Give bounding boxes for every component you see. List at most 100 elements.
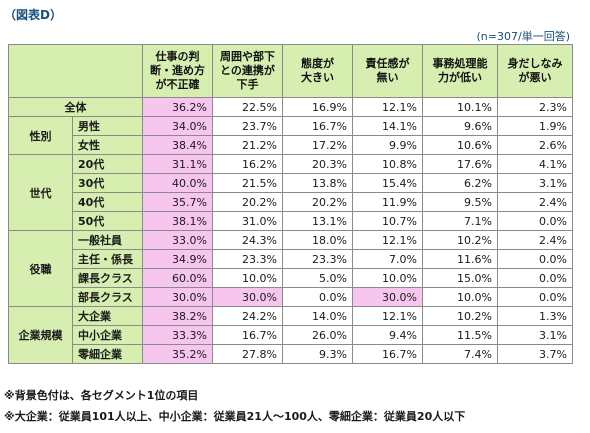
value-cell: 1.9% xyxy=(497,116,573,136)
column-header-line: 責任感が xyxy=(365,57,410,71)
value-cell: 4.1% xyxy=(497,154,573,174)
table-row: 主任・係長 34.9% 23.3% 23.3% 7.0% 11.6% 0.0% xyxy=(9,249,573,269)
column-header-line: 下手 xyxy=(236,77,259,91)
value-cell: 20.2% xyxy=(282,192,353,212)
footnote: ※大企業：従業員101人以上、中小企業：従業員21人～100人、零細企業：従業員… xyxy=(4,410,466,423)
value-cell: 12.1% xyxy=(352,97,423,117)
table-row: 50代 38.1% 31.0% 13.1% 10.7% 7.1% 0.0% xyxy=(9,211,573,231)
value-cell: 14.0% xyxy=(282,306,353,326)
value-cell: 24.2% xyxy=(212,306,283,326)
value-cell: 10.2% xyxy=(422,306,498,326)
value-cell: 22.5% xyxy=(212,97,283,117)
value-cell: 10.0% xyxy=(212,268,283,288)
column-header-line: 周囲や部下 xyxy=(220,50,275,64)
value-cell: 9.4% xyxy=(352,325,423,345)
value-cell: 33.0% xyxy=(142,230,213,250)
value-cell: 33.3% xyxy=(142,325,213,345)
value-cell: 12.1% xyxy=(352,306,423,326)
value-cell: 10.2% xyxy=(422,230,498,250)
value-cell: 20.3% xyxy=(282,154,353,174)
table-row: 40代 35.7% 20.2% 20.2% 11.9% 9.5% 2.4% xyxy=(9,192,573,212)
column-header-line: 大きい xyxy=(301,71,334,84)
value-cell: 21.2% xyxy=(212,135,283,155)
value-cell: 35.7% xyxy=(142,192,213,212)
value-cell: 13.1% xyxy=(282,211,353,231)
value-cell: 31.0% xyxy=(212,211,283,231)
value-cell: 9.3% xyxy=(282,344,353,364)
segment-label: 40代 xyxy=(72,192,143,212)
column-header-line: 無い xyxy=(376,71,399,84)
value-cell: 60.0% xyxy=(142,268,213,288)
survey-table: 仕事の判 断・進め方 が不正確 周囲や部下 との連携が 下手 態度が 大きい 責任感が 無い… xyxy=(8,44,573,364)
segment-label: 課長クラス xyxy=(72,268,143,288)
value-cell: 10.1% xyxy=(422,97,498,117)
table-row: 中小企業 33.3% 16.7% 26.0% 9.4% 11.5% 3.1% xyxy=(9,325,573,345)
header-corner xyxy=(8,44,143,98)
value-cell: 20.2% xyxy=(212,192,283,212)
value-cell: 34.0% xyxy=(142,116,213,136)
value-cell: 9.6% xyxy=(422,116,498,136)
value-cell: 3.7% xyxy=(497,344,573,364)
segment-label: 大企業 xyxy=(72,306,143,326)
value-cell: 17.2% xyxy=(282,135,353,155)
column-header: 事務処理能 力が低い xyxy=(422,44,498,98)
segment-label: 全体 xyxy=(8,97,143,117)
value-cell: 16.7% xyxy=(212,325,283,345)
table-row: 部長クラス 30.0% 30.0% 0.0% 30.0% 10.0% 0.0% xyxy=(9,287,573,307)
value-cell: 7.0% xyxy=(352,249,423,269)
value-cell: 30.0% xyxy=(212,287,283,307)
value-cell: 10.7% xyxy=(352,211,423,231)
value-cell: 2.6% xyxy=(497,135,573,155)
column-header-line: 仕事の判 xyxy=(155,50,200,64)
value-cell: 14.1% xyxy=(352,116,423,136)
footnote: ※背景色付は、各セグメント1位の項目 xyxy=(4,389,199,402)
value-cell: 23.3% xyxy=(212,249,283,269)
group-label: 役職 xyxy=(8,230,73,307)
segment-label: 零細企業 xyxy=(72,344,143,364)
value-cell: 12.1% xyxy=(352,230,423,250)
segment-label: 20代 xyxy=(72,154,143,174)
column-header-line: との連携が xyxy=(220,64,275,78)
segment-label: 部長クラス xyxy=(72,287,143,307)
table-row: 30代 40.0% 21.5% 13.8% 15.4% 6.2% 3.1% xyxy=(9,173,573,193)
value-cell: 38.1% xyxy=(142,211,213,231)
segment-label: 男性 xyxy=(72,116,143,136)
value-cell: 6.2% xyxy=(422,173,498,193)
value-cell: 10.0% xyxy=(422,287,498,307)
value-cell: 10.0% xyxy=(352,268,423,288)
value-cell: 31.1% xyxy=(142,154,213,174)
column-header-line: が悪い xyxy=(518,71,552,84)
value-cell: 38.2% xyxy=(142,306,213,326)
value-cell: 2.4% xyxy=(497,192,573,212)
value-cell: 11.9% xyxy=(352,192,423,212)
value-cell: 5.0% xyxy=(282,268,353,288)
value-cell: 34.9% xyxy=(142,249,213,269)
segment-label: 主任・係長 xyxy=(72,249,143,269)
value-cell: 0.0% xyxy=(497,249,573,269)
table-row: 全体 36.2% 22.5% 16.9% 12.1% 10.1% 2.3% xyxy=(8,97,573,117)
value-cell: 15.4% xyxy=(352,173,423,193)
table-row: 課長クラス 60.0% 10.0% 5.0% 10.0% 15.0% 0.0% xyxy=(9,268,573,288)
value-cell: 40.0% xyxy=(142,173,213,193)
value-cell: 10.8% xyxy=(352,154,423,174)
value-cell: 2.4% xyxy=(497,230,573,250)
value-cell: 11.6% xyxy=(422,249,498,269)
figure-label: （図表D） xyxy=(4,8,62,22)
table-row: 役職 一般社員 33.0% 24.3% 18.0% 12.1% 10.2% 2.4% xyxy=(8,230,573,307)
value-cell: 9.9% xyxy=(352,135,423,155)
value-cell: 30.0% xyxy=(352,287,423,307)
column-header-line: が不正確 xyxy=(155,77,200,91)
value-cell: 13.8% xyxy=(282,173,353,193)
value-cell: 23.7% xyxy=(212,116,283,136)
column-header: 仕事の判 断・進め方 が不正確 xyxy=(142,44,213,98)
column-header-line: 態度が xyxy=(301,57,334,71)
segment-label: 一般社員 xyxy=(72,230,143,250)
value-cell: 1.3% xyxy=(497,306,573,326)
group-label: 企業規模 xyxy=(8,306,73,364)
value-cell: 0.0% xyxy=(282,287,353,307)
table-row: 零細企業 35.2% 27.8% 9.3% 16.7% 7.4% 3.7% xyxy=(9,344,573,364)
column-header: 身だしなみ が悪い xyxy=(497,44,573,98)
value-cell: 24.3% xyxy=(212,230,283,250)
segment-label: 50代 xyxy=(72,211,143,231)
header-row: 仕事の判 断・進め方 が不正確 周囲や部下 との連携が 下手 態度が 大きい 責任感が 無い… xyxy=(8,44,573,98)
